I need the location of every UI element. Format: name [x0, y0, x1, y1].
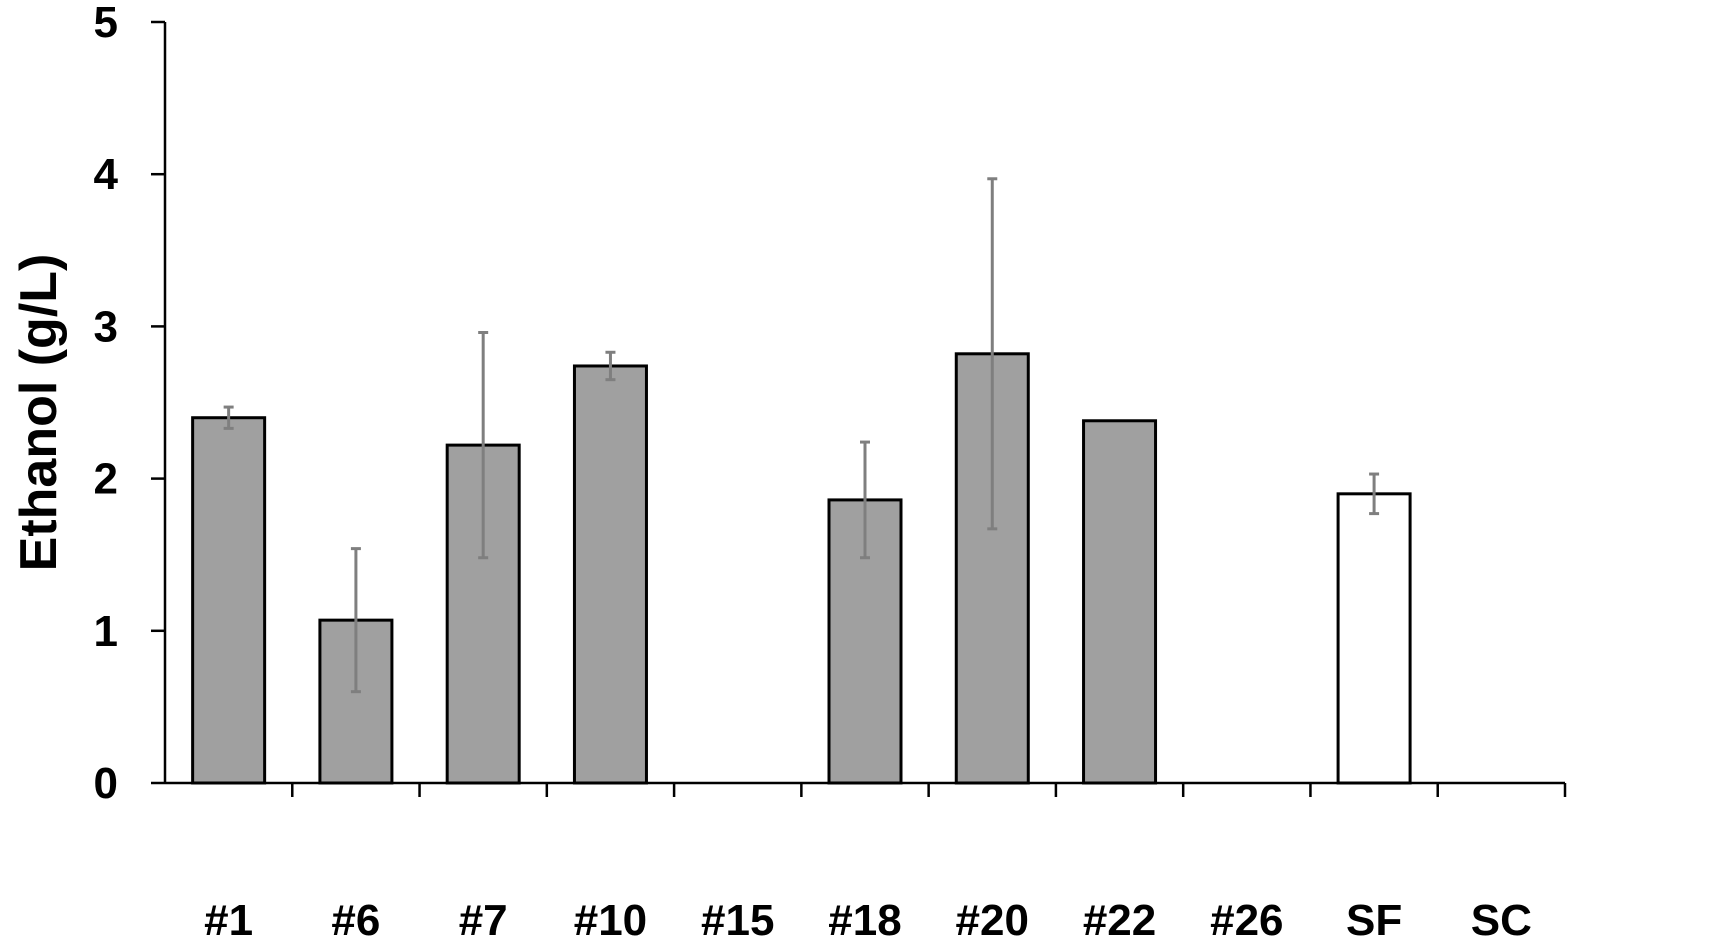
y-tick-label: 4 — [94, 150, 119, 199]
bar-n22 — [1082, 419, 1158, 785]
y-tick-label: 0 — [94, 759, 118, 808]
y-tick-label: 2 — [94, 455, 118, 504]
error-bars-layer — [223, 177, 1380, 694]
x-tick-label: #7 — [459, 896, 508, 943]
x-tick-label: #20 — [956, 896, 1029, 943]
labels-layer: 0 1 2 3 4 5 #1 #6 #7 #10 #15 #18 #20 #22 #26 SF SC — [94, 0, 1532, 943]
bar-n20 — [954, 352, 1030, 785]
x-tick-label: SC — [1471, 896, 1532, 943]
error-bar-n1 — [223, 405, 234, 430]
bar-sf — [1336, 492, 1412, 785]
error-bar-sf — [1369, 472, 1380, 516]
error-bar-n20 — [987, 177, 998, 531]
x-tick-label: #1 — [204, 896, 253, 943]
error-bar-n10 — [605, 350, 616, 382]
x-tick-label: #22 — [1083, 896, 1156, 943]
error-bar-n7 — [478, 330, 489, 560]
y-tick-label: 1 — [94, 607, 118, 656]
x-tick-label: #15 — [701, 896, 774, 943]
axes-layer — [151, 20, 1567, 797]
x-tick-label: #6 — [331, 896, 380, 943]
x-tick-label: #10 — [574, 896, 647, 943]
bar-n1 — [191, 416, 267, 785]
error-bar-n18 — [860, 440, 870, 560]
bars-layer — [191, 352, 1412, 785]
y-axis-title: Ethanol (g/L) — [10, 254, 68, 572]
x-tick-label: #18 — [828, 896, 901, 943]
x-tick-label: #26 — [1210, 896, 1283, 943]
error-bar-n6 — [350, 547, 361, 694]
x-tick-label: SF — [1346, 896, 1402, 943]
y-tick-label: 3 — [94, 302, 118, 351]
bar-n10 — [572, 364, 648, 785]
y-tick-label: 5 — [94, 0, 118, 47]
